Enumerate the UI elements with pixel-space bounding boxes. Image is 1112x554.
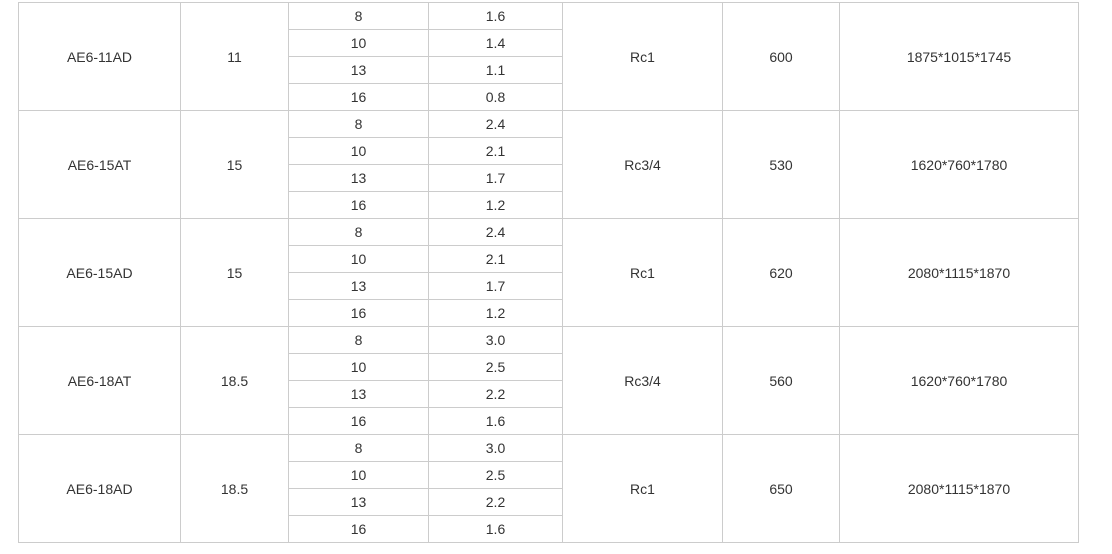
flow-cell: 2.5	[428, 353, 563, 381]
table-row: 10 2.1	[19, 245, 1079, 273]
table-row: 10 1.4	[19, 29, 1079, 57]
flow-cell: 1.2	[428, 191, 563, 219]
pressure-cell: 13	[288, 488, 429, 516]
spec-table: AE6-11AD 11 8 1.6 Rc1 600 1875*1015*1745…	[18, 2, 1079, 543]
pressure-cell: 13	[288, 164, 429, 192]
pressure-cell: 8	[288, 326, 429, 354]
pressure-cell: 16	[288, 191, 429, 219]
table-row: 16 0.8	[19, 83, 1079, 111]
pressure-cell: 16	[288, 299, 429, 327]
power-cell: 11	[180, 2, 289, 111]
model-cell: AE6-15AT	[18, 110, 181, 219]
pressure-cell: 8	[288, 110, 429, 138]
table-row: 10 2.1	[19, 137, 1079, 165]
flow-cell: 2.5	[428, 461, 563, 489]
model-cell: AE6-15AD	[18, 218, 181, 327]
dimensions-cell: 1620*760*1780	[839, 110, 1079, 219]
pressure-cell: 16	[288, 407, 429, 435]
flow-cell: 0.8	[428, 83, 563, 111]
dimensions-cell: 2080*1115*1870	[839, 218, 1079, 327]
outlet-cell: Rc3/4	[562, 110, 723, 219]
weight-cell: 530	[722, 110, 840, 219]
power-cell: 15	[180, 218, 289, 327]
table-row: AE6-11AD 11 8 1.6 Rc1 600 1875*1015*1745	[18, 2, 1079, 111]
flow-cell: 2.4	[428, 218, 563, 246]
flow-cell: 1.6	[428, 2, 563, 30]
table-row: 13 1.7	[19, 272, 1079, 300]
pressure-cell: 16	[288, 515, 429, 543]
table-row: AE6-18AD 18.5 8 3.0 Rc1 650 2080*1115*18…	[18, 434, 1079, 543]
pressure-cell: 10	[288, 353, 429, 381]
flow-cell: 1.6	[428, 407, 563, 435]
outlet-cell: Rc1	[562, 2, 723, 111]
table-row: 10 2.5	[19, 461, 1079, 489]
weight-cell: 650	[722, 434, 840, 543]
pressure-cell: 8	[288, 2, 429, 30]
flow-cell: 1.2	[428, 299, 563, 327]
flow-cell: 2.1	[428, 245, 563, 273]
flow-cell: 1.1	[428, 56, 563, 84]
flow-cell: 1.7	[428, 164, 563, 192]
power-cell: 18.5	[180, 326, 289, 435]
pressure-cell: 13	[288, 380, 429, 408]
flow-cell: 3.0	[428, 326, 563, 354]
flow-cell: 1.6	[428, 515, 563, 543]
model-cell: AE6-18AT	[18, 326, 181, 435]
weight-cell: 600	[722, 2, 840, 111]
pressure-cell: 10	[288, 461, 429, 489]
model-cell: AE6-18AD	[18, 434, 181, 543]
weight-cell: 560	[722, 326, 840, 435]
flow-cell: 1.4	[428, 29, 563, 57]
model-cell: AE6-11AD	[18, 2, 181, 111]
power-cell: 15	[180, 110, 289, 219]
table-row: 10 2.5	[19, 353, 1079, 381]
table-row: AE6-15AT 15 8 2.4 Rc3/4 530 1620*760*178…	[18, 110, 1079, 219]
table-row: 13 2.2	[19, 380, 1079, 408]
dimensions-cell: 2080*1115*1870	[839, 434, 1079, 543]
pressure-cell: 10	[288, 29, 429, 57]
outlet-cell: Rc3/4	[562, 326, 723, 435]
pressure-cell: 8	[288, 434, 429, 462]
outlet-cell: Rc1	[562, 434, 723, 543]
dimensions-cell: 1620*760*1780	[839, 326, 1079, 435]
pressure-cell: 10	[288, 245, 429, 273]
pressure-cell: 13	[288, 56, 429, 84]
table-row: 16 1.6	[19, 407, 1079, 435]
table-row: 16 1.2	[19, 191, 1079, 219]
outlet-cell: Rc1	[562, 218, 723, 327]
pressure-cell: 13	[288, 272, 429, 300]
table-row: 13 1.7	[19, 164, 1079, 192]
flow-cell: 2.4	[428, 110, 563, 138]
table-row: 16 1.6	[19, 515, 1079, 543]
dimensions-cell: 1875*1015*1745	[839, 2, 1079, 111]
power-cell: 18.5	[180, 434, 289, 543]
flow-cell: 3.0	[428, 434, 563, 462]
flow-cell: 1.7	[428, 272, 563, 300]
pressure-cell: 8	[288, 218, 429, 246]
flow-cell: 2.1	[428, 137, 563, 165]
table-row: AE6-18AT 18.5 8 3.0 Rc3/4 560 1620*760*1…	[18, 326, 1079, 435]
flow-cell: 2.2	[428, 488, 563, 516]
pressure-cell: 10	[288, 137, 429, 165]
table-row: AE6-15AD 15 8 2.4 Rc1 620 2080*1115*1870	[18, 218, 1079, 327]
flow-cell: 2.2	[428, 380, 563, 408]
weight-cell: 620	[722, 218, 840, 327]
pressure-cell: 16	[288, 83, 429, 111]
spec-table-container: AE6-11AD 11 8 1.6 Rc1 600 1875*1015*1745…	[18, 2, 1079, 543]
